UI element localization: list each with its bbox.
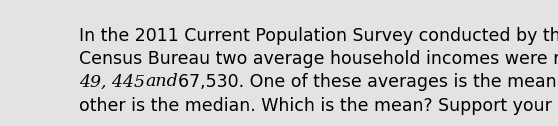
Text: other is the median. Which is the mean? Support your answer.: other is the median. Which is the mean? …	[79, 97, 558, 115]
Text: and: and	[145, 73, 178, 90]
Text: In the 2011 Current Population Survey conducted by the US: In the 2011 Current Population Survey co…	[79, 27, 558, 45]
Text: 49, 445: 49, 445	[79, 73, 145, 90]
Text: 67,530. One of these averages is the mean and the: 67,530. One of these averages is the mea…	[178, 73, 558, 91]
Text: Census Bureau two average household incomes were reported:: Census Bureau two average household inco…	[79, 50, 558, 68]
